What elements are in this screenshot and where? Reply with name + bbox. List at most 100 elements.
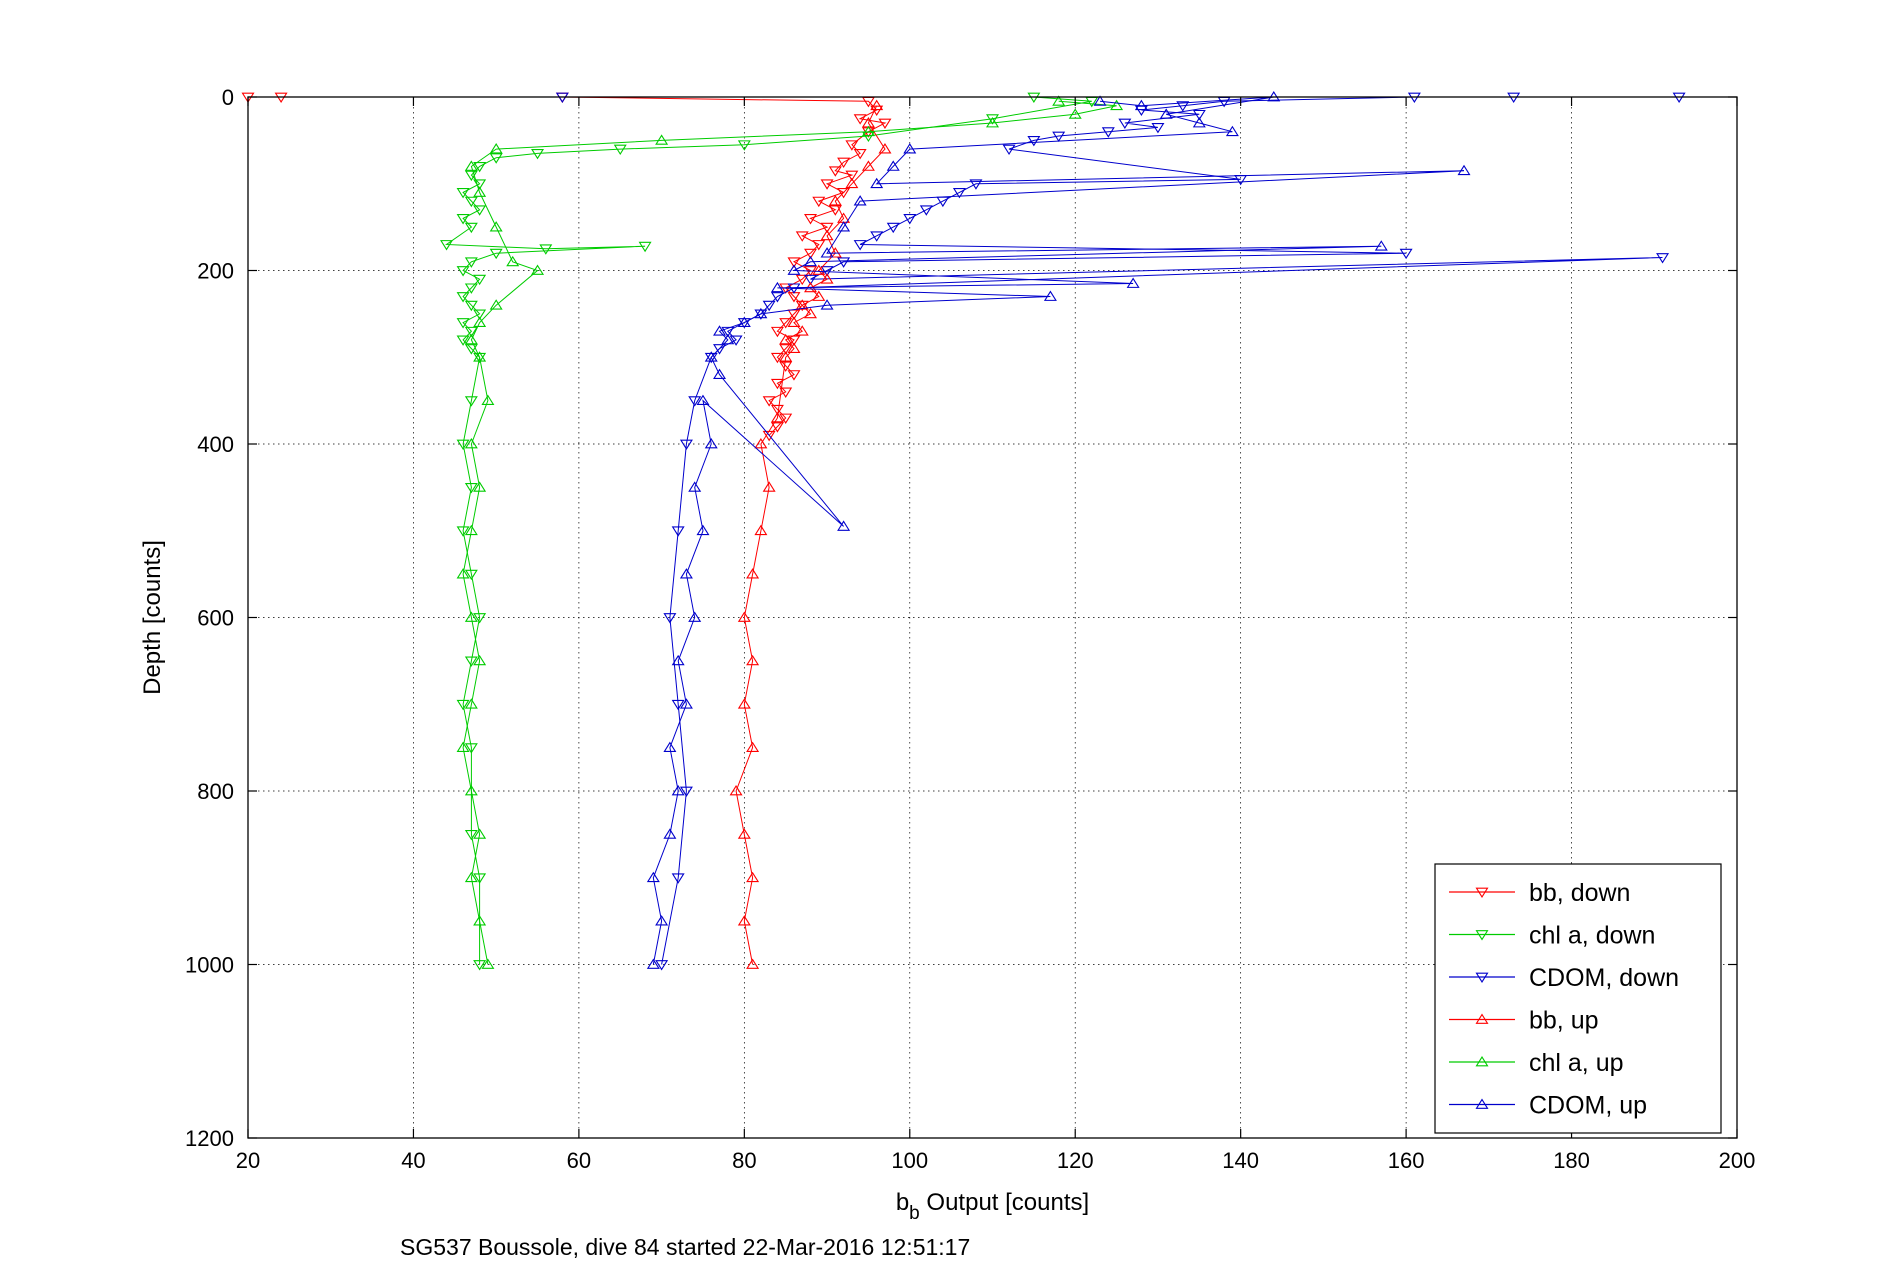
- x-axis-label-rest: Output [counts]: [920, 1189, 1089, 1216]
- data-point: [1399, 248, 1413, 260]
- data-point: [696, 524, 710, 536]
- data-point: [613, 144, 627, 156]
- data-point: [464, 300, 478, 312]
- x-tick-label: 180: [1553, 1148, 1590, 1173]
- data-point: [853, 148, 867, 160]
- data-point: [489, 221, 503, 232]
- data-point: [1002, 144, 1016, 156]
- x-tick-label: 140: [1222, 1148, 1259, 1173]
- data-point: [688, 396, 702, 407]
- data-point: [663, 828, 677, 839]
- series-line: [652, 96, 1465, 965]
- data-point: [638, 241, 652, 253]
- legend: bb, down chl a, down CDOM, down bb, up chl a…: [1434, 863, 1722, 1134]
- legend-label: chl a, down: [1529, 922, 1655, 950]
- data-point: [456, 741, 470, 753]
- data-point: [456, 439, 470, 450]
- y-axis-label: Depth [counts]: [139, 540, 166, 695]
- data-point: [787, 264, 801, 275]
- data-point: [787, 257, 801, 268]
- data-point: [861, 125, 875, 137]
- data-point: [721, 326, 735, 338]
- series-line: [735, 105, 886, 965]
- data-point: [870, 231, 884, 242]
- data-point: [688, 481, 702, 492]
- data-point: [845, 170, 859, 182]
- data-point: [473, 613, 487, 624]
- data-point: [828, 195, 842, 206]
- data-point: [737, 828, 751, 839]
- series-2: [555, 92, 1686, 971]
- data-point: [1192, 117, 1206, 128]
- data-point: [713, 325, 727, 336]
- data-point: [737, 140, 751, 151]
- data-point: [464, 344, 478, 355]
- data-point: [456, 292, 470, 303]
- legend-label: bb, up: [1529, 1007, 1599, 1035]
- legend-label: bb, down: [1529, 879, 1630, 907]
- data-point: [820, 229, 834, 241]
- data-point: [1656, 253, 1670, 264]
- data-point: [464, 871, 478, 883]
- data-point: [812, 240, 826, 251]
- data-point: [770, 422, 784, 433]
- y-tick-label: 1200: [185, 1126, 234, 1151]
- series-1: [440, 92, 1099, 971]
- data-point: [795, 325, 809, 336]
- data-point: [746, 654, 760, 666]
- data-point: [886, 160, 900, 171]
- y-tick-label: 1000: [185, 953, 234, 978]
- data-point: [1052, 95, 1066, 106]
- data-point: [531, 264, 545, 275]
- x-tick-label: 200: [1719, 1148, 1756, 1173]
- y-tick-label: 800: [197, 779, 234, 804]
- data-point: [464, 611, 478, 622]
- data-point: [713, 344, 727, 355]
- data-point: [878, 118, 892, 130]
- data-point: [820, 247, 834, 258]
- data-point: [646, 871, 660, 883]
- data-point: [1068, 108, 1082, 119]
- data-point: [473, 960, 487, 971]
- data-point: [746, 871, 760, 883]
- data-point: [770, 352, 784, 364]
- data-point: [655, 960, 669, 971]
- data-point: [828, 205, 842, 216]
- data-point: [779, 333, 793, 345]
- data-point: [489, 299, 503, 310]
- data-point: [746, 958, 760, 969]
- data-point: [1043, 290, 1057, 301]
- data-point: [779, 344, 793, 355]
- data-point: [1176, 101, 1190, 112]
- data-point: [489, 143, 503, 154]
- x-tick-label: 80: [732, 1148, 756, 1173]
- data-point: [837, 157, 851, 169]
- data-point: [671, 785, 685, 796]
- legend-label: chl a, up: [1529, 1049, 1624, 1077]
- data-point: [770, 378, 784, 390]
- data-point: [679, 698, 693, 709]
- data-point: [795, 299, 809, 310]
- series-layer: [241, 91, 1686, 971]
- data-point: [473, 205, 487, 216]
- data-point: [779, 361, 793, 372]
- data-point: [721, 333, 735, 345]
- data-point: [456, 526, 470, 537]
- data-point: [754, 307, 768, 319]
- data-point: [754, 438, 768, 449]
- data-point: [473, 351, 487, 362]
- legend-marker: [1475, 1013, 1489, 1024]
- x-tick-label: 40: [401, 1148, 425, 1173]
- data-point: [737, 316, 751, 327]
- data-point: [812, 264, 826, 275]
- series-4: [456, 95, 1124, 969]
- data-point: [473, 162, 487, 173]
- data-point: [464, 438, 478, 449]
- data-point: [870, 177, 884, 189]
- x-axis-label-sub: b: [909, 1203, 920, 1224]
- data-point: [464, 698, 478, 709]
- data-point: [663, 613, 677, 624]
- data-point: [779, 351, 793, 362]
- data-point: [704, 438, 718, 449]
